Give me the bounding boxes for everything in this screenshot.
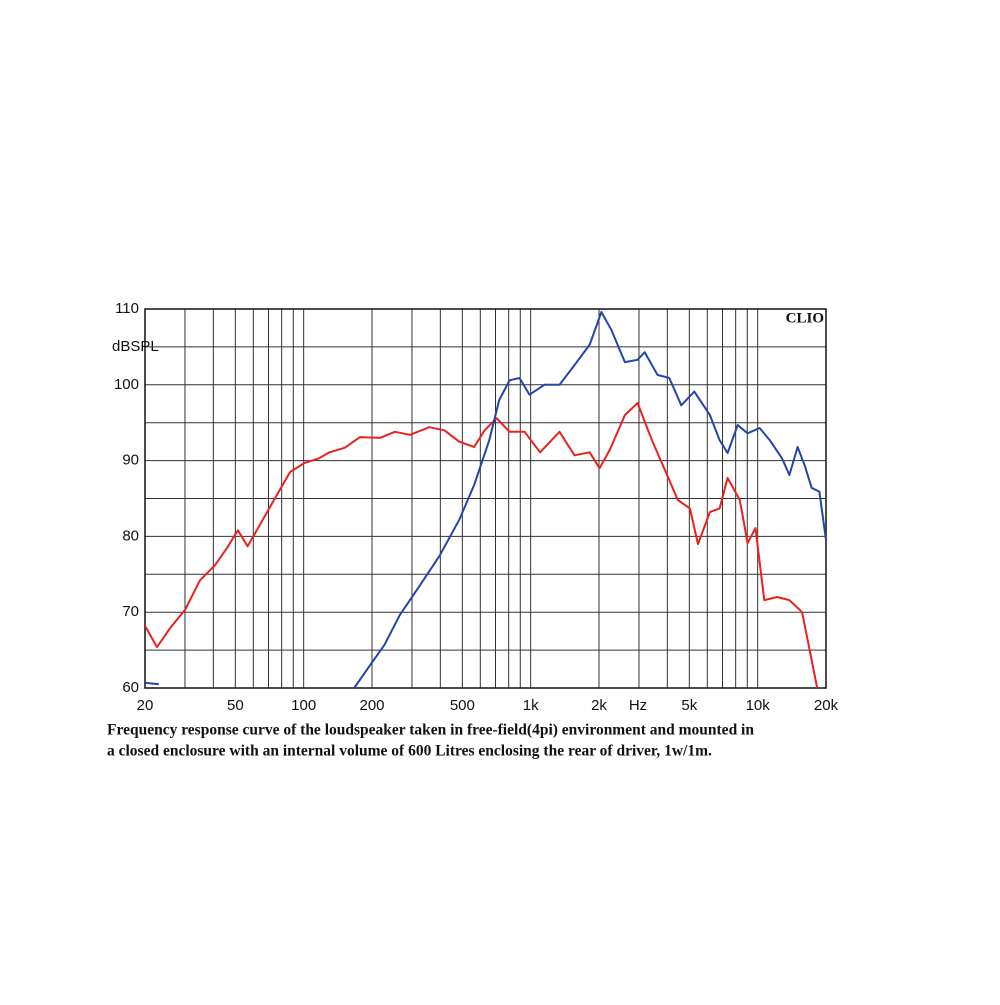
y-tick-label: 110	[115, 300, 139, 317]
x-tick-label: 20	[137, 697, 154, 714]
y-tick-label: 90	[122, 452, 139, 469]
y-tick-label: 70	[122, 603, 139, 620]
x-tick-label: 2k	[591, 697, 607, 714]
x-axis-label: Hz	[629, 697, 647, 714]
y-tick-label: 100	[114, 376, 139, 393]
y-tick-label: 60	[122, 679, 139, 696]
y-axis-label: dBSPL	[112, 338, 159, 355]
x-tick-label: 100	[291, 697, 316, 714]
caption-line: Frequency response curve of the loudspea…	[107, 722, 754, 739]
x-tick-label: 5k	[681, 697, 697, 714]
response-line	[145, 311, 826, 689]
response-line	[145, 402, 819, 689]
x-tick-label: 10k	[746, 697, 771, 714]
watermark: CLIO	[786, 310, 824, 326]
plot-frame	[144, 308, 827, 689]
x-tick-label: 500	[450, 697, 475, 714]
caption-line: a closed enclosure with an internal volu…	[107, 743, 712, 760]
x-tick-label: 20k	[814, 697, 839, 714]
x-tick-label: 1k	[523, 697, 539, 714]
y-tick-label: 80	[122, 527, 139, 544]
x-tick-label: 50	[227, 697, 244, 714]
x-tick-label: 200	[359, 697, 384, 714]
